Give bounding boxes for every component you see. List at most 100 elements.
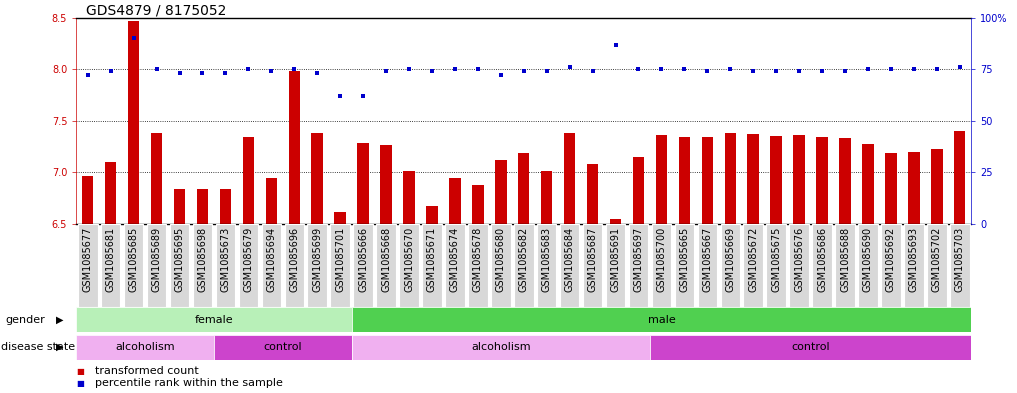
- Bar: [495, 160, 506, 224]
- Bar: [450, 178, 461, 224]
- FancyBboxPatch shape: [743, 224, 763, 307]
- FancyBboxPatch shape: [858, 224, 878, 307]
- Text: alcoholism: alcoholism: [471, 342, 531, 352]
- Text: GSM1085681: GSM1085681: [106, 226, 116, 292]
- Text: GSM1085696: GSM1085696: [289, 226, 299, 292]
- Text: GSM1085666: GSM1085666: [358, 226, 368, 292]
- Text: GSM1085688: GSM1085688: [840, 226, 850, 292]
- Text: alcoholism: alcoholism: [115, 342, 175, 352]
- Point: [79, 72, 96, 79]
- Bar: [908, 152, 919, 224]
- FancyBboxPatch shape: [583, 224, 602, 307]
- Point: [929, 66, 945, 72]
- Point: [401, 66, 417, 72]
- FancyBboxPatch shape: [514, 224, 534, 307]
- Point: [906, 66, 922, 72]
- Text: ■: ■: [76, 379, 84, 387]
- FancyBboxPatch shape: [698, 224, 717, 307]
- FancyBboxPatch shape: [674, 224, 695, 307]
- Text: GSM1085695: GSM1085695: [175, 226, 184, 292]
- FancyBboxPatch shape: [146, 224, 167, 307]
- FancyBboxPatch shape: [468, 224, 487, 307]
- Point: [952, 64, 968, 70]
- Point: [516, 68, 532, 74]
- Point: [585, 68, 601, 74]
- Text: GSM1085702: GSM1085702: [932, 226, 942, 292]
- Point: [424, 68, 440, 74]
- Bar: [702, 137, 713, 224]
- Text: gender: gender: [5, 315, 45, 325]
- Point: [103, 68, 119, 74]
- Text: GSM1085691: GSM1085691: [610, 226, 620, 292]
- Bar: [587, 164, 598, 224]
- Bar: [817, 137, 828, 224]
- Bar: [289, 71, 300, 224]
- Point: [172, 70, 188, 77]
- Text: GSM1085699: GSM1085699: [312, 226, 322, 292]
- Text: GSM1085667: GSM1085667: [703, 226, 712, 292]
- FancyBboxPatch shape: [353, 224, 373, 307]
- Point: [263, 68, 280, 74]
- FancyBboxPatch shape: [214, 335, 352, 360]
- FancyBboxPatch shape: [650, 335, 971, 360]
- FancyBboxPatch shape: [101, 224, 120, 307]
- Text: GSM1085692: GSM1085692: [886, 226, 896, 292]
- Text: ▶: ▶: [56, 342, 63, 352]
- Text: ■: ■: [76, 367, 84, 376]
- Bar: [357, 143, 369, 224]
- Bar: [862, 143, 874, 224]
- FancyBboxPatch shape: [928, 224, 947, 307]
- FancyBboxPatch shape: [285, 224, 304, 307]
- Point: [676, 66, 693, 72]
- Text: GSM1085673: GSM1085673: [221, 226, 231, 292]
- Bar: [771, 136, 782, 224]
- Point: [148, 66, 165, 72]
- Text: GSM1085676: GSM1085676: [794, 226, 804, 292]
- Point: [700, 68, 716, 74]
- Text: female: female: [194, 315, 233, 325]
- Text: GSM1085678: GSM1085678: [473, 226, 483, 292]
- FancyBboxPatch shape: [537, 224, 556, 307]
- Bar: [839, 138, 851, 224]
- Text: GSM1085686: GSM1085686: [817, 226, 827, 292]
- Point: [539, 68, 555, 74]
- Text: GSM1085683: GSM1085683: [542, 226, 551, 292]
- FancyBboxPatch shape: [629, 224, 648, 307]
- Text: GSM1085689: GSM1085689: [152, 226, 162, 292]
- FancyBboxPatch shape: [789, 224, 809, 307]
- Bar: [932, 149, 943, 224]
- Bar: [724, 133, 736, 224]
- FancyBboxPatch shape: [331, 224, 350, 307]
- FancyBboxPatch shape: [239, 224, 258, 307]
- Text: GSM1085665: GSM1085665: [679, 226, 690, 292]
- Text: GSM1085698: GSM1085698: [197, 226, 207, 292]
- Point: [837, 68, 853, 74]
- Point: [355, 93, 371, 99]
- FancyBboxPatch shape: [193, 224, 213, 307]
- FancyBboxPatch shape: [376, 224, 396, 307]
- Point: [883, 66, 899, 72]
- Point: [240, 66, 256, 72]
- Point: [653, 66, 669, 72]
- FancyBboxPatch shape: [352, 335, 650, 360]
- Bar: [196, 189, 208, 224]
- Text: GSM1085670: GSM1085670: [404, 226, 414, 292]
- FancyBboxPatch shape: [652, 224, 671, 307]
- FancyBboxPatch shape: [881, 224, 901, 307]
- Text: GSM1085675: GSM1085675: [771, 226, 781, 292]
- FancyBboxPatch shape: [445, 224, 465, 307]
- Point: [745, 68, 762, 74]
- Text: GSM1085684: GSM1085684: [564, 226, 575, 292]
- Point: [722, 66, 738, 72]
- Bar: [404, 171, 415, 224]
- Text: control: control: [263, 342, 302, 352]
- Bar: [885, 153, 897, 224]
- Point: [332, 93, 348, 99]
- FancyBboxPatch shape: [400, 224, 419, 307]
- Text: GSM1085694: GSM1085694: [266, 226, 277, 292]
- FancyBboxPatch shape: [904, 224, 923, 307]
- FancyBboxPatch shape: [76, 307, 352, 332]
- Point: [768, 68, 784, 74]
- Point: [286, 66, 302, 72]
- Point: [470, 66, 486, 72]
